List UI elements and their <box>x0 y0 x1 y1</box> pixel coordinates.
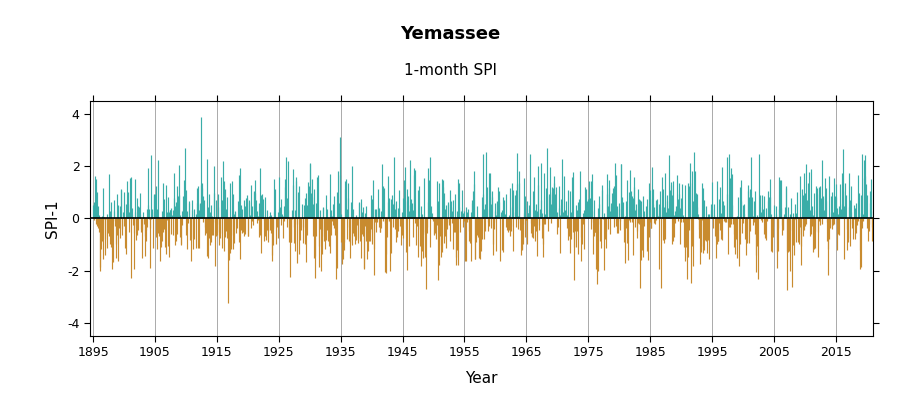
Text: 1-month SPI: 1-month SPI <box>403 63 497 78</box>
X-axis label: Year: Year <box>465 370 498 386</box>
Y-axis label: SPI-1: SPI-1 <box>45 199 60 238</box>
Text: Yemassee: Yemassee <box>400 25 500 43</box>
